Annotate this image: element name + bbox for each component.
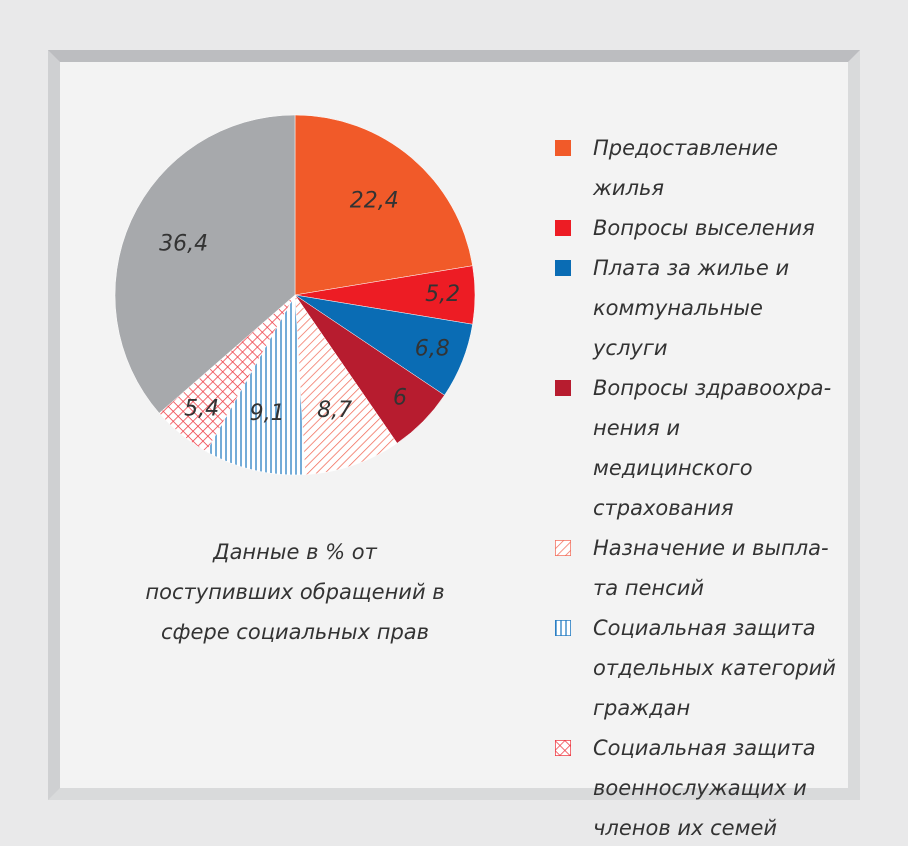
legend-label: Назначение и выпла­та пенсий <box>593 536 829 600</box>
legend-entry: Вопросы здравоохра­нения и медицинского … <box>555 368 840 528</box>
legend-label: Вопросы здравоохра­нения и медицинского … <box>593 376 832 520</box>
legend-entry: Социальная защита военнослужащих и члено… <box>555 728 840 846</box>
legend-label: Вопросы выселения <box>593 216 815 240</box>
legend: Предоставление жилья Вопросы выселения Пла… <box>555 128 840 846</box>
swatch-fill <box>555 740 571 756</box>
legend-swatch <box>555 740 571 756</box>
legend-entry: Вопросы выселения <box>555 208 840 248</box>
legend-swatch <box>555 380 571 396</box>
legend-entry: Плата за жилье и ком­mунальные услуги <box>555 248 840 368</box>
data-label: 22,4 <box>350 189 399 214</box>
swatch-fill <box>555 620 571 636</box>
legend-entry: Предоставление жилья <box>555 128 840 208</box>
swatch-fill <box>555 140 571 156</box>
legend-label: Социальная защита военнослужащих и члено… <box>593 736 816 840</box>
data-label: 8,7 <box>317 398 352 423</box>
caption: Данные в % от поступивших обращений в сф… <box>145 540 445 644</box>
data-label: 5,2 <box>425 282 460 307</box>
swatch-fill <box>555 380 571 396</box>
legend-swatch <box>555 620 571 636</box>
legend-swatch <box>555 220 571 236</box>
swatch-fill <box>555 260 571 276</box>
data-label: 5,4 <box>184 396 219 421</box>
legend-label: Плата за жилье и ком­mунальные услуги <box>593 256 790 360</box>
legend-swatch <box>555 540 571 556</box>
swatch-fill <box>555 540 571 556</box>
legend-entry: Социальная защита отдельных катего­рий г… <box>555 608 840 728</box>
data-label: 9,1 <box>250 401 285 426</box>
pie-slice <box>205 294 306 476</box>
swatch-fill <box>555 220 571 236</box>
legend-entry: Назначение и выпла­та пенсий <box>555 528 840 608</box>
legend-swatch <box>555 140 571 156</box>
pie-slice <box>114 114 296 414</box>
legend-label: Предоставление жилья <box>593 136 779 200</box>
data-label: 36,4 <box>159 231 208 256</box>
legend-swatch <box>555 260 571 276</box>
pie-slice <box>294 294 398 475</box>
data-label: 6 <box>393 386 407 411</box>
data-label: 6,8 <box>415 336 450 361</box>
pie-slice <box>294 114 473 296</box>
legend-label: Социальная защита отдельных катего­рий г… <box>593 616 836 720</box>
